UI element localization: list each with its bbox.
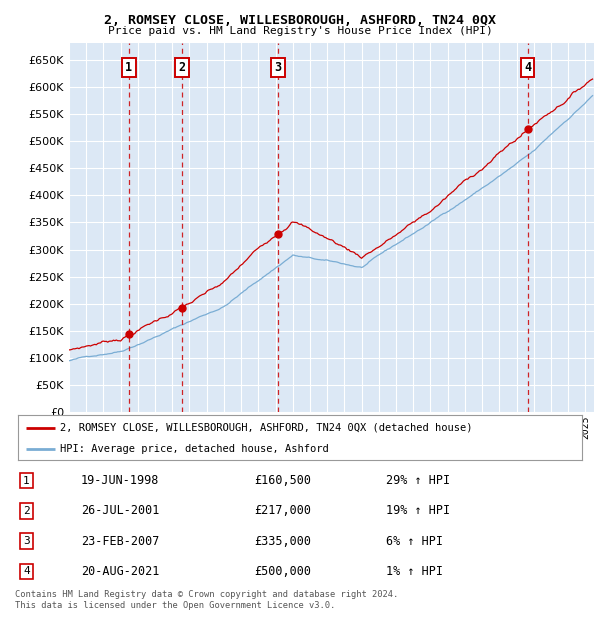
Text: 19% ↑ HPI: 19% ↑ HPI (386, 505, 451, 518)
Text: 2, ROMSEY CLOSE, WILLESBOROUGH, ASHFORD, TN24 0QX (detached house): 2, ROMSEY CLOSE, WILLESBOROUGH, ASHFORD,… (60, 423, 473, 433)
Text: 19-JUN-1998: 19-JUN-1998 (81, 474, 160, 487)
Text: £500,000: £500,000 (254, 565, 311, 578)
Text: 26-JUL-2001: 26-JUL-2001 (81, 505, 160, 518)
Text: Contains HM Land Registry data © Crown copyright and database right 2024.
This d: Contains HM Land Registry data © Crown c… (15, 590, 398, 609)
Text: 1: 1 (125, 61, 132, 74)
Text: 2: 2 (23, 506, 30, 516)
Text: 1% ↑ HPI: 1% ↑ HPI (386, 565, 443, 578)
Text: 29% ↑ HPI: 29% ↑ HPI (386, 474, 451, 487)
Text: 1: 1 (23, 476, 30, 485)
Text: 2: 2 (179, 61, 185, 74)
Text: HPI: Average price, detached house, Ashford: HPI: Average price, detached house, Ashf… (60, 444, 329, 454)
Text: 6% ↑ HPI: 6% ↑ HPI (386, 534, 443, 547)
Text: £335,000: £335,000 (254, 534, 311, 547)
Text: 3: 3 (274, 61, 281, 74)
Text: 2, ROMSEY CLOSE, WILLESBOROUGH, ASHFORD, TN24 0QX: 2, ROMSEY CLOSE, WILLESBOROUGH, ASHFORD,… (104, 14, 496, 27)
Text: 20-AUG-2021: 20-AUG-2021 (81, 565, 160, 578)
Text: £217,000: £217,000 (254, 505, 311, 518)
Text: £160,500: £160,500 (254, 474, 311, 487)
Text: 23-FEB-2007: 23-FEB-2007 (81, 534, 160, 547)
Text: Price paid vs. HM Land Registry's House Price Index (HPI): Price paid vs. HM Land Registry's House … (107, 26, 493, 36)
Text: 4: 4 (524, 61, 531, 74)
Text: 3: 3 (23, 536, 30, 546)
Text: 4: 4 (23, 567, 30, 577)
